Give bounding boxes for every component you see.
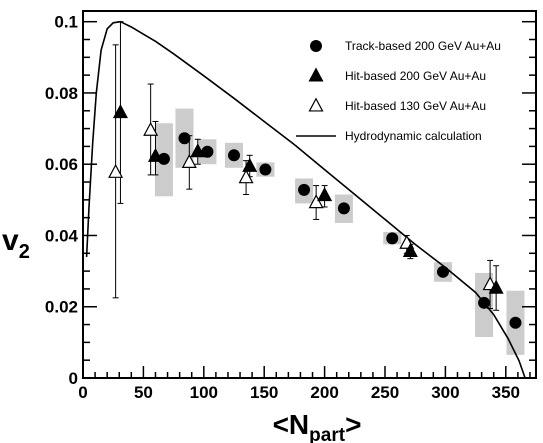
y-tick-label: 0 xyxy=(69,369,78,388)
y-axis-title: v2 xyxy=(2,224,30,263)
legend-marker-track-200 xyxy=(310,40,322,52)
y-tick-label: 0.1 xyxy=(54,13,78,32)
x-tick-label: 50 xyxy=(134,383,153,402)
marker-track-200 xyxy=(157,152,170,165)
marker-track-200 xyxy=(228,149,240,162)
legend-marker-hit-200 xyxy=(308,67,324,82)
marker-hit-200 xyxy=(488,279,504,294)
marker-hit-130 xyxy=(108,163,124,178)
marker-track-200 xyxy=(509,316,522,329)
marker-track-200 xyxy=(298,183,311,196)
marker-track-200 xyxy=(178,132,191,145)
x-tick-label: 150 xyxy=(250,383,278,402)
marker-track-200 xyxy=(337,202,350,215)
y-tick-label: 0.08 xyxy=(45,84,78,103)
legend: Track-based 200 GeV Au+Au Hit-based 200 G… xyxy=(296,39,501,143)
marker-track-200 xyxy=(478,296,491,309)
y-tick-label: 0.02 xyxy=(45,298,78,317)
marker-hit-130 xyxy=(308,194,324,209)
x-tick-label: 200 xyxy=(310,383,338,402)
legend-label: Hit-based 130 GeV Au+Au xyxy=(345,99,486,113)
marker-hit-200 xyxy=(112,104,128,119)
legend-label: Hydrodynamic calculation xyxy=(345,129,482,143)
marker-track-200 xyxy=(436,265,449,278)
hydro-curve-group xyxy=(85,20,526,379)
marker-track-200 xyxy=(259,163,272,176)
marker-hit-200 xyxy=(317,187,333,202)
marker-hit-200 xyxy=(402,242,418,258)
marker-hit-200 xyxy=(242,157,258,172)
marker-hit-130 xyxy=(181,153,197,168)
plot-frame xyxy=(82,10,537,379)
x-tick-label: 0 xyxy=(78,383,87,402)
systematic-bands xyxy=(154,108,525,355)
y-tick-label: 0.06 xyxy=(45,155,78,174)
legend-marker-hit-130 xyxy=(308,97,324,112)
axis-ticks xyxy=(82,20,536,379)
tick-labels: 0 50 100 150 200 250 300 350 0 0.02 0.04 0.06 0.08 0.… xyxy=(45,13,520,402)
x-tick-label: 100 xyxy=(190,383,218,402)
marker-track-200 xyxy=(201,145,214,158)
x-tick-label: 250 xyxy=(371,383,399,402)
marker-track-200 xyxy=(386,232,399,245)
x-tick-label: 350 xyxy=(492,383,520,402)
marker-hit-130 xyxy=(238,169,254,184)
legend-label: Hit-based 200 GeV Au+Au xyxy=(345,69,486,83)
marker-hit-200 xyxy=(190,143,206,158)
y-tick-label: 0.04 xyxy=(45,226,79,245)
x-tick-label: 300 xyxy=(431,383,459,402)
hydro-curve xyxy=(85,20,526,379)
marker-hit-130 xyxy=(143,121,159,136)
legend-label: Track-based 200 GeV Au+Au xyxy=(345,39,501,53)
x-axis-title: <Npart> xyxy=(273,409,362,443)
markers xyxy=(108,104,522,329)
